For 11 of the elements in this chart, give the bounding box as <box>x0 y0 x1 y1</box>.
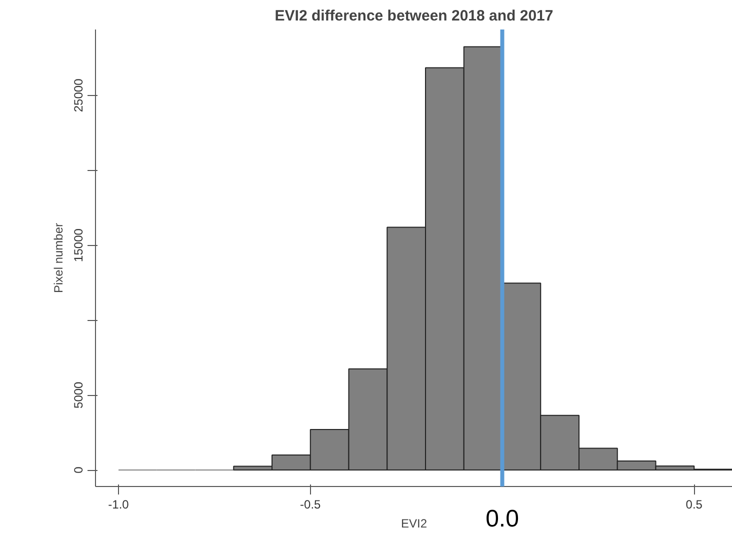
x-tick-label: -1.0 <box>108 498 130 512</box>
chart-title: EVI2 difference between 2018 and 2017 <box>274 8 554 24</box>
ref-line-label: 0.0 <box>486 506 519 532</box>
x-tick-label: 0.5 <box>686 498 703 512</box>
y-tick-label: 15000 <box>72 228 86 262</box>
x-axis-title: EVI2 <box>400 516 428 530</box>
y-tick-label: 5000 <box>72 381 86 408</box>
y-axis-title: Pixel number <box>52 222 66 294</box>
y-tick-label: 25000 <box>72 78 86 112</box>
y-tick-label: 0 <box>72 466 86 474</box>
x-tick-label: -0.5 <box>300 498 322 512</box>
